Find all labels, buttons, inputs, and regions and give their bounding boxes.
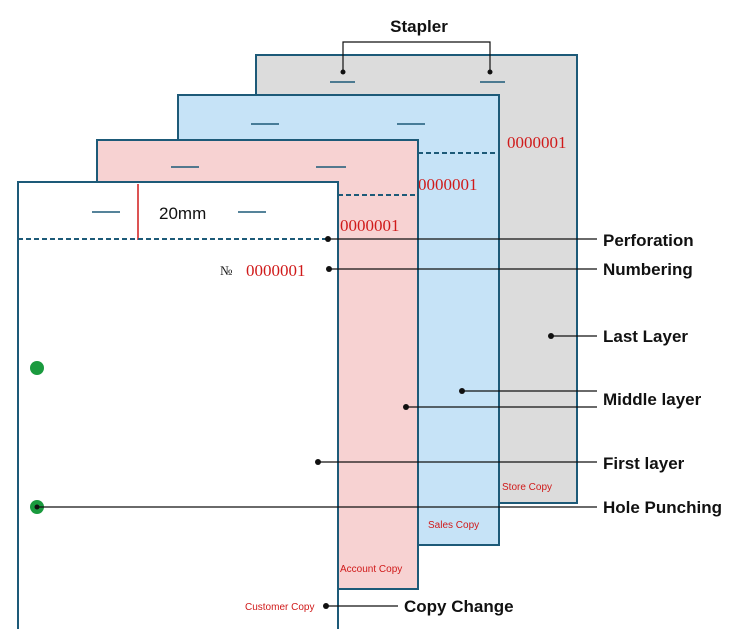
perforation-label: Perforation [603, 231, 694, 250]
numbering-label: Numbering [603, 260, 693, 279]
stapler-label: Stapler [390, 17, 448, 36]
numbering-callout: Numbering [326, 260, 693, 279]
middle-layer-label: Middle layer [603, 390, 702, 409]
middle-layer-callout: Middle layer [403, 388, 702, 410]
perforation-callout: Perforation [325, 231, 694, 250]
store-copy-label: Store Copy [502, 482, 552, 493]
customer-copy-label: Customer Copy [245, 602, 314, 613]
customer-copy-sheet: 20mm № 0000001 Customer Copy [17, 181, 339, 629]
stapler-dot-left [340, 69, 346, 75]
stapler-bracket [342, 41, 491, 72]
store-serial-number: 0000001 [507, 133, 567, 152]
first-layer-callout: First layer [315, 454, 685, 473]
hole-punching-callout: Hole Punching [34, 498, 722, 517]
dimension-label: 20mm [159, 204, 206, 223]
account-copy-label: Account Copy [340, 564, 402, 575]
first-layer-label: First layer [603, 454, 685, 473]
copy-change-callout: Copy Change [323, 597, 514, 616]
last-layer-label: Last Layer [603, 327, 688, 346]
customer-serial-number: 0000001 [246, 261, 306, 280]
punch-hole-upper [30, 361, 44, 375]
last-layer-callout: Last Layer [548, 327, 688, 346]
copy-change-label: Copy Change [404, 597, 514, 616]
stapler-callout: Stapler [340, 17, 493, 75]
customer-copy-sheet-body [17, 181, 339, 629]
sales-serial-number: 0000001 [418, 175, 478, 194]
sales-copy-label: Sales Copy [428, 520, 479, 531]
account-serial-number: 0000001 [340, 216, 400, 235]
number-symbol: № [220, 263, 232, 278]
hole-punching-label: Hole Punching [603, 498, 722, 517]
stapler-dot-right [487, 69, 493, 75]
